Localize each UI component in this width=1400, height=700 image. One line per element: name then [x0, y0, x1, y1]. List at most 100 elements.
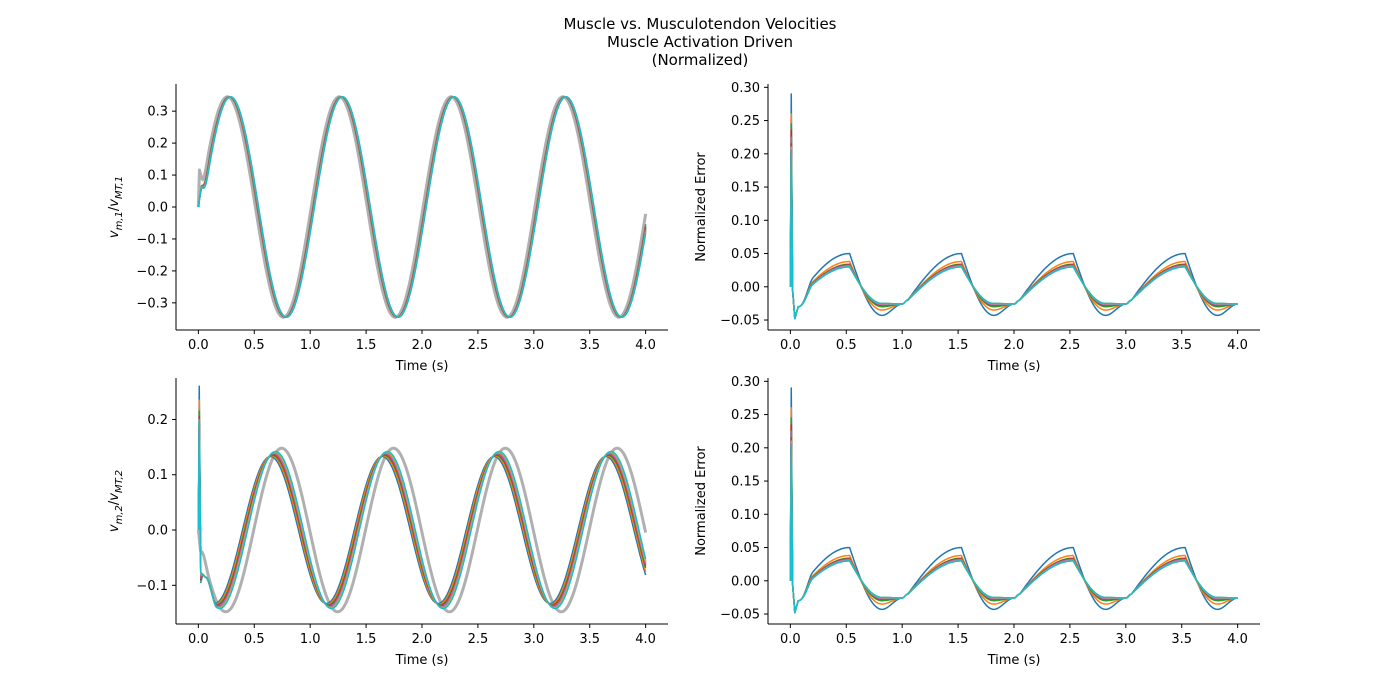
error-line-6: [789, 437, 1238, 614]
x-tick-label: 1.5: [356, 632, 377, 647]
subplot-top-right: 0.0 0.5 1.0 1.5 2.0 2.5 3.0 3.5 4.0 −0.05 0.00 0.05…: [694, 81, 1260, 374]
x-tick-label: 2.0: [1004, 632, 1025, 647]
error-line-6: [789, 143, 1238, 320]
x-tick-label: 4.0: [1227, 632, 1248, 647]
subplot-bottom-left: 0.0 0.5 1.0 1.5 2.0 2.5 3.0 3.5 4.0 −0.1 0.0 0.1 0.2…: [107, 378, 668, 668]
y-tick-label: −0.3: [136, 296, 168, 311]
x-tick-label: 1.5: [948, 632, 969, 647]
y-tick-label: −0.2: [136, 264, 168, 279]
x-tick-label: 2.5: [468, 338, 489, 353]
x-tick-label: 2.5: [1060, 632, 1081, 647]
error-line-1: [789, 93, 1238, 320]
error-line-3: [789, 123, 1238, 320]
x-tick-label: 0.0: [780, 632, 801, 647]
error-line-8: [789, 149, 1238, 320]
x-tick-label: 0.0: [780, 338, 801, 353]
x-tick-label: 4.0: [635, 632, 656, 647]
series-line-1: [197, 385, 647, 605]
y-tick-label: 0.0: [147, 524, 168, 539]
error-line-5: [789, 136, 1238, 320]
series-line-2: [197, 399, 647, 605]
x-tick-label: 0.5: [244, 632, 265, 647]
x-tick-label: 0.5: [836, 338, 857, 353]
y-axis-label: vm,1/vMT,1: [107, 176, 125, 238]
y-tick-label: 0.05: [731, 247, 760, 262]
error-line-9: [789, 153, 1238, 320]
y-tick-label: 0.3: [147, 105, 168, 120]
series-line-10: [197, 418, 647, 610]
x-tick-label: 1.0: [892, 632, 913, 647]
error-line-10: [789, 149, 1238, 320]
error-line-7: [789, 146, 1238, 320]
x-tick-label: 1.0: [300, 632, 321, 647]
x-tick-label: 3.5: [579, 632, 600, 647]
x-tick-label: 2.0: [1004, 338, 1025, 353]
x-tick-label: 4.0: [1227, 338, 1248, 353]
y-tick-label: 0.1: [147, 169, 168, 184]
x-tick-label: 1.0: [300, 338, 321, 353]
y-tick-label: 0.20: [731, 147, 760, 162]
y-tick-label: 0.05: [731, 541, 760, 556]
x-tick-label: 0.5: [244, 338, 265, 353]
y-tick-label: 0.2: [147, 137, 168, 152]
y-axis-label: Normalized Error: [694, 446, 709, 556]
y-axis-label: vm,2/vMT,2: [107, 470, 125, 532]
y-tick-label: 0.15: [731, 475, 760, 490]
x-tick-label: 2.0: [412, 338, 433, 353]
x-tick-label: 0.0: [188, 632, 209, 647]
x-tick-label: 1.5: [948, 338, 969, 353]
error-line-7: [789, 440, 1238, 614]
y-tick-label: 0.10: [731, 508, 760, 523]
y-tick-label: 0.10: [731, 214, 760, 229]
error-line-5: [789, 430, 1238, 614]
figure-title-line-1: Muscle vs. Musculotendon Velocities: [563, 15, 836, 33]
y-tick-label: 0.20: [731, 441, 760, 456]
y-tick-label: 0.1: [147, 468, 168, 483]
reference-line: [196, 95, 648, 319]
x-tick-label: 3.5: [1171, 632, 1192, 647]
y-tick-label: 0.25: [731, 408, 760, 423]
y-tick-label: 0.00: [731, 574, 760, 589]
error-line-2: [789, 407, 1238, 614]
x-axis-label: Time (s): [395, 359, 449, 374]
error-line-4: [789, 129, 1238, 320]
error-line-1: [789, 387, 1238, 614]
x-axis-label: Time (s): [987, 359, 1041, 374]
y-tick-label: −0.1: [136, 232, 168, 247]
x-tick-label: 3.5: [1171, 338, 1192, 353]
x-tick-label: 0.0: [188, 338, 209, 353]
error-line-8: [789, 443, 1238, 614]
figure-title-line-3: (Normalized): [652, 51, 749, 69]
y-tick-label: 0.30: [731, 375, 760, 390]
x-tick-label: 2.5: [468, 632, 489, 647]
error-line-3: [789, 417, 1238, 614]
x-tick-label: 2.5: [1060, 338, 1081, 353]
y-tick-label: −0.05: [720, 608, 760, 623]
x-axis-label: Time (s): [395, 653, 449, 668]
series-line-10: [197, 96, 647, 318]
error-line-10: [789, 443, 1238, 614]
y-tick-label: 0.30: [731, 81, 760, 96]
x-tick-label: 2.0: [412, 632, 433, 647]
y-tick-label: 0.00: [731, 280, 760, 295]
error-line-4: [789, 423, 1238, 614]
x-tick-label: 4.0: [635, 338, 656, 353]
y-tick-label: 0.2: [147, 413, 168, 428]
error-line-2: [789, 113, 1238, 320]
x-tick-label: 3.0: [523, 338, 544, 353]
figure-title-line-2: Muscle Activation Driven: [607, 33, 793, 51]
y-tick-label: 0.0: [147, 201, 168, 216]
x-tick-label: 3.0: [1115, 632, 1136, 647]
x-tick-label: 3.0: [1115, 338, 1136, 353]
error-line-9: [789, 447, 1238, 614]
subplot-top-left: 0.0 0.5 1.0 1.5 2.0 2.5 3.0 3.5 4.0 −0.3 −0.2 −0.1 0…: [107, 84, 668, 374]
x-axis-label: Time (s): [987, 653, 1041, 668]
y-tick-label: 0.15: [731, 181, 760, 196]
x-tick-label: 3.0: [523, 632, 544, 647]
y-tick-label: −0.05: [720, 314, 760, 329]
y-tick-label: −0.1: [136, 579, 168, 594]
x-tick-label: 1.5: [356, 338, 377, 353]
x-tick-label: 3.5: [579, 338, 600, 353]
x-tick-label: 1.0: [892, 338, 913, 353]
